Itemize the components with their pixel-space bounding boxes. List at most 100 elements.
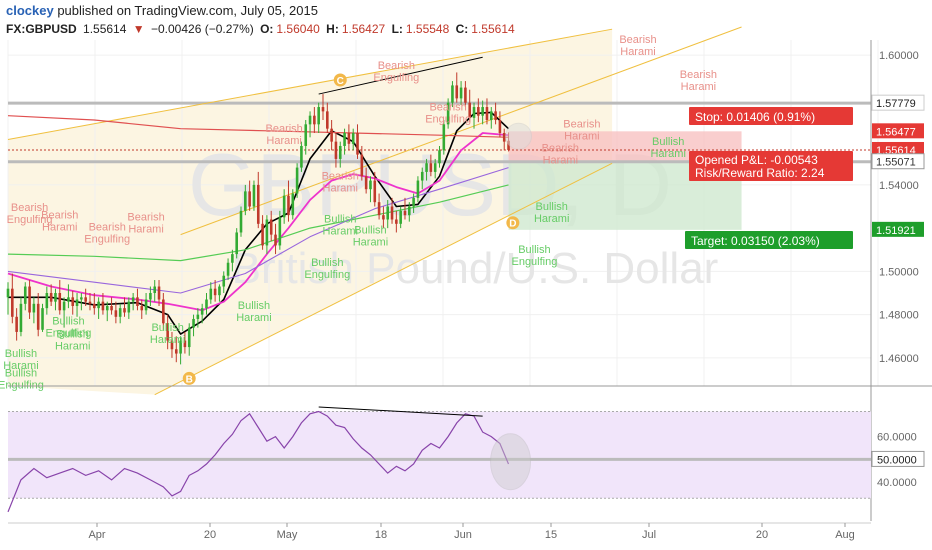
candle[interactable] bbox=[101, 293, 105, 315]
candle[interactable] bbox=[252, 180, 256, 211]
candle[interactable] bbox=[351, 128, 355, 151]
candle[interactable] bbox=[32, 297, 36, 324]
candle[interactable] bbox=[356, 124, 359, 159]
candle[interactable] bbox=[485, 98, 489, 125]
candle[interactable] bbox=[105, 301, 109, 322]
candle[interactable] bbox=[23, 282, 27, 311]
candle[interactable] bbox=[489, 107, 493, 129]
candle[interactable] bbox=[330, 120, 333, 151]
candle[interactable] bbox=[451, 81, 454, 108]
candle[interactable] bbox=[179, 336, 182, 365]
candle[interactable] bbox=[321, 94, 325, 121]
candle[interactable] bbox=[200, 303, 204, 324]
candle[interactable] bbox=[62, 297, 66, 328]
target-label[interactable]: Target: 0.03150 (2.03%) bbox=[685, 231, 853, 249]
candle[interactable] bbox=[364, 167, 368, 194]
candle[interactable] bbox=[123, 297, 126, 317]
candle[interactable] bbox=[399, 206, 402, 229]
candle[interactable] bbox=[80, 293, 83, 311]
candle[interactable] bbox=[140, 299, 144, 319]
candle[interactable] bbox=[196, 308, 200, 328]
candle[interactable] bbox=[114, 301, 118, 324]
candle[interactable] bbox=[464, 81, 467, 108]
candle[interactable] bbox=[446, 98, 450, 129]
candle[interactable] bbox=[187, 323, 191, 356]
wave-marker[interactable]: D bbox=[506, 216, 520, 230]
candle[interactable] bbox=[36, 293, 40, 337]
candle[interactable] bbox=[395, 210, 398, 233]
candle[interactable] bbox=[282, 189, 286, 224]
candle[interactable] bbox=[6, 282, 10, 315]
candle[interactable] bbox=[205, 293, 208, 315]
candle[interactable] bbox=[390, 197, 394, 224]
candle[interactable] bbox=[412, 193, 415, 213]
candle[interactable] bbox=[15, 308, 18, 341]
candle[interactable] bbox=[93, 293, 96, 315]
candle[interactable] bbox=[373, 171, 377, 207]
candle[interactable] bbox=[481, 100, 484, 125]
candle[interactable] bbox=[183, 331, 187, 354]
candle[interactable] bbox=[67, 284, 70, 309]
candle[interactable] bbox=[472, 102, 476, 129]
candle[interactable] bbox=[477, 98, 480, 123]
candle[interactable] bbox=[386, 200, 390, 229]
author-link[interactable]: clockey bbox=[6, 3, 54, 18]
candle[interactable] bbox=[343, 128, 346, 155]
candle[interactable] bbox=[144, 293, 148, 315]
candle[interactable] bbox=[459, 81, 463, 105]
candle[interactable] bbox=[97, 297, 100, 319]
candle[interactable] bbox=[174, 336, 178, 363]
candle[interactable] bbox=[295, 163, 299, 198]
candle[interactable] bbox=[166, 314, 169, 350]
candle[interactable] bbox=[248, 180, 251, 211]
candle[interactable] bbox=[420, 167, 424, 190]
candle[interactable] bbox=[429, 154, 433, 177]
candle[interactable] bbox=[84, 288, 87, 306]
candle[interactable] bbox=[54, 288, 57, 311]
candle[interactable] bbox=[45, 286, 49, 315]
candle[interactable] bbox=[49, 284, 53, 306]
candle[interactable] bbox=[162, 293, 165, 330]
candle[interactable] bbox=[170, 331, 174, 358]
candle[interactable] bbox=[416, 176, 420, 203]
candle[interactable] bbox=[11, 273, 14, 324]
candle[interactable] bbox=[127, 297, 131, 319]
candle[interactable] bbox=[498, 111, 502, 138]
candle[interactable] bbox=[433, 158, 437, 179]
candle[interactable] bbox=[408, 202, 411, 222]
candle[interactable] bbox=[317, 102, 320, 133]
candle[interactable] bbox=[131, 293, 135, 311]
candle[interactable] bbox=[369, 176, 372, 203]
candle[interactable] bbox=[58, 280, 62, 315]
candle[interactable] bbox=[278, 210, 282, 250]
candle[interactable] bbox=[360, 145, 364, 181]
candle[interactable] bbox=[265, 215, 269, 255]
candle[interactable] bbox=[239, 206, 243, 237]
candle[interactable] bbox=[326, 102, 329, 133]
candle[interactable] bbox=[244, 184, 247, 216]
candle[interactable] bbox=[261, 215, 264, 250]
candle[interactable] bbox=[231, 249, 234, 272]
candle[interactable] bbox=[110, 297, 113, 315]
candle[interactable] bbox=[41, 303, 44, 332]
candle[interactable] bbox=[313, 107, 316, 133]
candle[interactable] bbox=[300, 141, 303, 172]
stop-label[interactable]: Stop: 0.01406 (0.91%) bbox=[689, 107, 853, 125]
candle[interactable] bbox=[455, 72, 459, 103]
candle[interactable] bbox=[222, 271, 226, 294]
candle[interactable] bbox=[75, 293, 79, 317]
candle[interactable] bbox=[377, 193, 381, 220]
candle[interactable] bbox=[213, 280, 217, 302]
candle[interactable] bbox=[502, 128, 506, 151]
candle[interactable] bbox=[28, 280, 31, 319]
candle[interactable] bbox=[88, 293, 92, 311]
candle[interactable] bbox=[347, 124, 351, 151]
candle[interactable] bbox=[149, 286, 152, 306]
candle[interactable] bbox=[494, 102, 497, 125]
candle[interactable] bbox=[218, 284, 221, 302]
candle[interactable] bbox=[157, 280, 161, 306]
candle[interactable] bbox=[118, 303, 122, 324]
candle[interactable] bbox=[19, 297, 23, 337]
